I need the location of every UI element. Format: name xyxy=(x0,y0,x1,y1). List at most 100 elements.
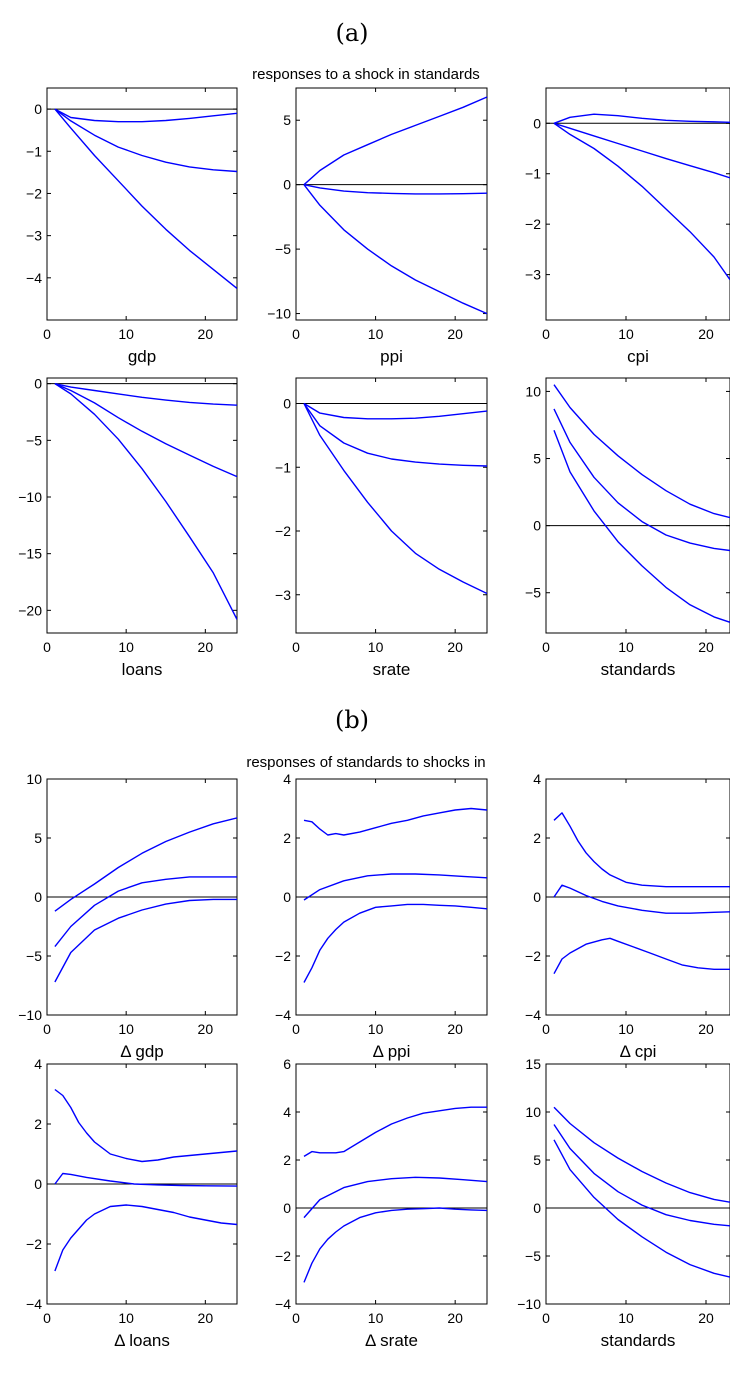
y-tick-label: −2 xyxy=(26,1236,42,1252)
x-tick-label: 10 xyxy=(118,1021,134,1037)
y-tick-label: −20 xyxy=(18,602,42,618)
y-tick-label: 0 xyxy=(34,101,42,117)
series-line-1 xyxy=(54,383,237,406)
series-line-2 xyxy=(553,884,730,914)
x-axis-label: standards xyxy=(601,660,676,679)
x-axis-label: ppi xyxy=(380,347,403,366)
x-tick-label: 10 xyxy=(368,326,384,342)
x-tick-label: 0 xyxy=(542,639,550,655)
y-tick-label: −1 xyxy=(275,459,291,475)
x-axis-label: standards xyxy=(601,1331,676,1350)
x-tick-label: 0 xyxy=(43,639,51,655)
series-line-2 xyxy=(54,876,237,948)
y-tick-label: 0 xyxy=(283,396,291,412)
x-tick-label: 0 xyxy=(292,1310,300,1326)
x-tick-label: 0 xyxy=(43,326,51,342)
series-line-1 xyxy=(553,1106,730,1203)
x-tick-label: 20 xyxy=(698,326,714,342)
subplot-5: 0 10 20 0 −1 −2 −3 srate xyxy=(275,377,488,679)
y-tick-label: 2 xyxy=(34,1116,42,1132)
subplot-6: 0 10 20 10 5 0 −5 standards xyxy=(525,377,730,679)
y-tick-label: −5 xyxy=(275,241,291,257)
x-tick-label: 10 xyxy=(618,639,634,655)
axes-frame xyxy=(46,87,238,321)
series-line-1 xyxy=(553,812,730,888)
y-tick-label: −2 xyxy=(275,948,291,964)
series-line-3 xyxy=(303,903,487,983)
y-tick-label: −10 xyxy=(517,1296,541,1312)
y-tick-label: −5 xyxy=(525,585,541,601)
x-tick-label: 10 xyxy=(368,639,384,655)
series-line-3 xyxy=(553,122,730,281)
axes-frame xyxy=(295,87,488,321)
y-tick-label: −15 xyxy=(18,546,42,562)
x-tick-label: 20 xyxy=(698,1021,714,1037)
y-tick-label: 0 xyxy=(34,376,42,392)
series-line-3 xyxy=(54,1204,237,1272)
x-tick-label: 0 xyxy=(542,1021,550,1037)
x-tick-label: 10 xyxy=(618,1021,634,1037)
series-line-2 xyxy=(54,383,237,478)
x-axis-label: gdp xyxy=(128,347,156,366)
series-line-3 xyxy=(303,403,487,595)
panel-b-label: (b) xyxy=(335,706,369,734)
y-tick-label: −3 xyxy=(275,587,291,603)
y-tick-label: 5 xyxy=(283,112,291,128)
y-tick-label: 2 xyxy=(533,830,541,846)
x-tick-label: 20 xyxy=(198,326,214,342)
y-tick-label: 0 xyxy=(533,1200,541,1216)
axes-frame xyxy=(295,377,488,634)
y-tick-label: 0 xyxy=(34,889,42,905)
x-tick-label: 20 xyxy=(698,1310,714,1326)
y-tick-label: −1 xyxy=(26,143,42,159)
x-tick-label: 10 xyxy=(118,1310,134,1326)
series-line-1 xyxy=(54,817,237,912)
series-line-3 xyxy=(303,184,487,315)
series-line-2 xyxy=(303,184,487,195)
y-tick-label: −5 xyxy=(525,1248,541,1264)
x-tick-label: 10 xyxy=(118,639,134,655)
section-b-title: responses of standards to shocks in xyxy=(246,754,485,771)
x-tick-label: 0 xyxy=(542,1310,550,1326)
y-tick-label: 15 xyxy=(525,1056,541,1072)
subplot-12: 0 10 20 15 10 5 0 −5 −10 standards xyxy=(517,1056,730,1350)
series-line-1 xyxy=(303,807,487,836)
series-line-3 xyxy=(54,898,237,983)
x-axis-label: Δ loans xyxy=(114,1331,170,1350)
series-line-1 xyxy=(553,113,730,124)
x-axis-label: Δ gdp xyxy=(120,1042,164,1061)
y-tick-label: 4 xyxy=(34,1056,42,1072)
x-axis-label: Δ ppi xyxy=(373,1042,411,1061)
y-tick-label: −5 xyxy=(26,948,42,964)
x-tick-label: 20 xyxy=(198,1310,214,1326)
x-tick-label: 20 xyxy=(447,1021,463,1037)
y-tick-label: −10 xyxy=(18,1007,42,1023)
x-axis-label: Δ cpi xyxy=(620,1042,657,1061)
y-tick-label: −1 xyxy=(525,166,541,182)
x-axis-label: loans xyxy=(122,660,163,679)
x-tick-label: 10 xyxy=(618,1310,634,1326)
y-tick-label: −4 xyxy=(275,1296,291,1312)
series-line-2 xyxy=(303,1176,487,1219)
series-line-1 xyxy=(303,402,487,420)
x-tick-label: 20 xyxy=(447,639,463,655)
x-tick-label: 10 xyxy=(368,1310,384,1326)
x-tick-label: 20 xyxy=(698,639,714,655)
axes-frame xyxy=(46,377,238,634)
subplot-4: 0 10 20 0 −5 −10 −15 −20 loans xyxy=(18,376,238,679)
y-tick-label: 5 xyxy=(533,451,541,467)
series-line-2 xyxy=(553,1124,730,1227)
x-tick-label: 20 xyxy=(447,1310,463,1326)
series-line-1 xyxy=(303,1106,487,1157)
series-line-3 xyxy=(54,108,237,289)
subplot-1: 0 10 20 0 −1 −2 −3 −4 gdp xyxy=(26,87,238,366)
series-line-2 xyxy=(303,873,487,901)
x-tick-label: 0 xyxy=(292,639,300,655)
panel-a-label: (a) xyxy=(335,19,368,47)
series-line-2 xyxy=(553,408,730,552)
y-tick-label: −2 xyxy=(275,1248,291,1264)
y-tick-label: −2 xyxy=(26,185,42,201)
